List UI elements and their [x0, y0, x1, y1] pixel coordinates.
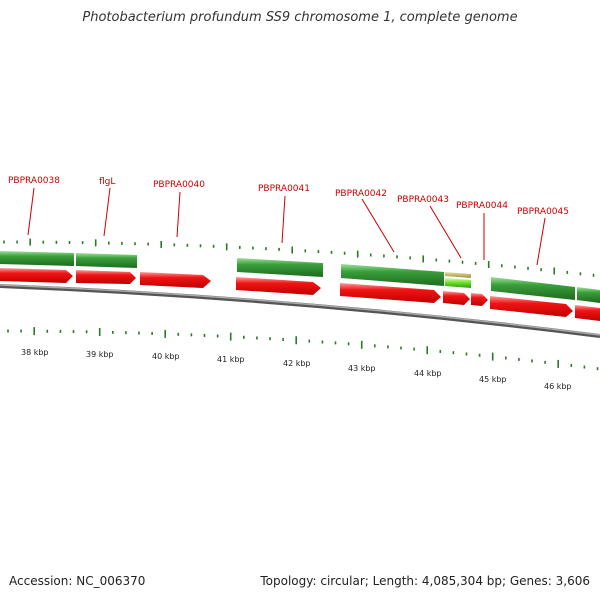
gene-label: PBPRA0045	[517, 207, 569, 217]
feature-arrow	[443, 291, 470, 305]
feature-block	[491, 277, 575, 300]
feature-arrow	[490, 296, 573, 317]
kbp-label: 39 kbp	[86, 350, 114, 359]
gene-label: flgL	[99, 177, 115, 187]
genome-summary-text: Topology: circular; Length: 4,085,304 bp…	[260, 574, 590, 588]
feature-block	[237, 258, 323, 277]
feature-arrow	[575, 305, 600, 321]
feature-block	[445, 272, 471, 278]
feature-arrow	[236, 277, 321, 295]
kbp-scale-labels: 38 kbp 39 kbp 40 kbp 41 kbp 42 kbp 43 kb…	[21, 348, 572, 391]
feature-arrow	[0, 268, 73, 283]
feature-arrow	[340, 283, 441, 303]
kbp-label: 38 kbp	[21, 348, 49, 357]
gene-leader-lines	[27, 187, 546, 266]
gene-labels: PBPRA0038 flgL PBPRA0040 PBPRA0041 PBPRA…	[8, 176, 569, 217]
feature-block	[445, 278, 471, 288]
gene-label: PBPRA0040	[153, 180, 205, 190]
feature-block	[341, 264, 444, 286]
kbp-label: 46 kbp	[544, 382, 572, 391]
feature-arrow	[471, 293, 488, 306]
accession-text: Accession: NC_006370	[9, 574, 146, 588]
gene-label: PBPRA0038	[8, 176, 60, 186]
upper-tick-row	[3, 238, 595, 277]
feature-block	[577, 287, 600, 303]
gene-label: PBPRA0044	[456, 201, 508, 211]
scale-tick-row	[7, 327, 599, 371]
kbp-label: 42 kbp	[283, 359, 311, 368]
feature-arrow	[140, 272, 211, 288]
kbp-label: 45 kbp	[479, 375, 507, 384]
backbone	[0, 284, 600, 338]
green-feature-track	[0, 251, 600, 303]
feature-block	[76, 253, 137, 268]
kbp-label: 40 kbp	[152, 352, 180, 361]
gene-label: PBPRA0043	[397, 195, 449, 205]
gene-label: PBPRA0042	[335, 189, 387, 199]
feature-block	[0, 251, 74, 266]
feature-arrow	[76, 270, 136, 284]
gene-label: PBPRA0041	[258, 184, 310, 194]
kbp-label: 41 kbp	[217, 355, 245, 364]
kbp-label: 43 kbp	[348, 364, 376, 373]
kbp-label: 44 kbp	[414, 369, 442, 378]
red-feature-track	[0, 268, 600, 321]
map-title: Photobacterium profundum SS9 chromosome …	[82, 10, 518, 25]
